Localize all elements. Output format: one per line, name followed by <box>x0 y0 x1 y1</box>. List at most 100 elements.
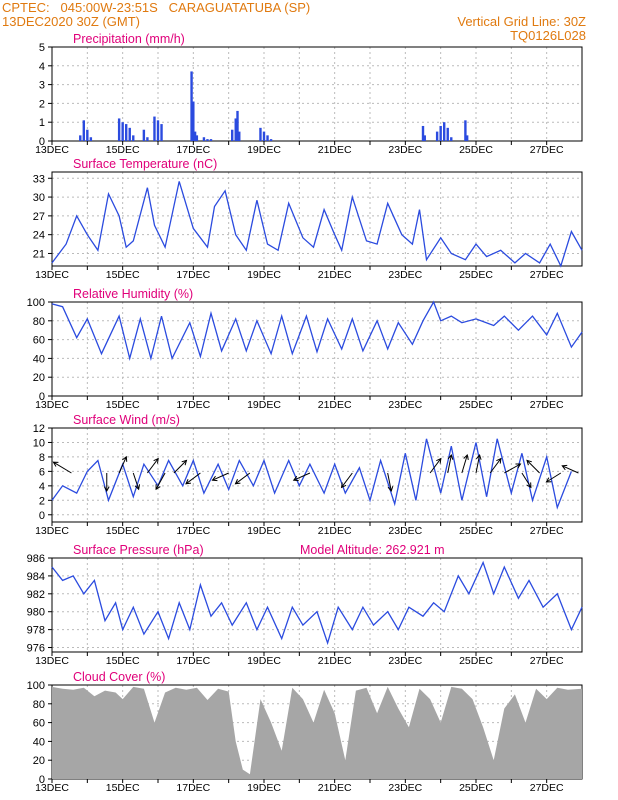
x-tick-label: 21DEC <box>318 144 352 156</box>
precip-bar <box>465 135 469 141</box>
x-tick-label: 27DEC <box>530 269 564 281</box>
x-tick-label: 13DEC <box>35 782 69 794</box>
temp-series-line <box>51 181 583 268</box>
wind-arrowhead <box>52 461 59 467</box>
wind-arrowhead <box>496 457 502 464</box>
x-tick-label: 27DEC <box>530 144 564 156</box>
panel-title: Precipitation (mm/h) <box>73 32 185 46</box>
precip-bar <box>153 116 156 141</box>
wind-arrow <box>341 472 353 488</box>
precip-bar <box>206 139 209 141</box>
x-tick-label: 23DEC <box>388 782 422 794</box>
precip-bar <box>435 131 439 141</box>
panel-frame <box>51 427 583 523</box>
wind-arrowhead <box>526 482 532 489</box>
precip-bar <box>266 135 269 141</box>
wind-arrow <box>475 454 481 474</box>
y-tick-label: 10 <box>33 437 45 449</box>
y-tick-label: 0 <box>39 391 45 403</box>
wind-arrowhead <box>234 479 241 485</box>
panel-title: Relative Humidity (%) <box>73 287 193 301</box>
x-tick-label: 19DEC <box>247 525 281 537</box>
x-tick-label: 23DEC <box>388 144 422 156</box>
y-tick-label: 4 <box>39 61 45 73</box>
precip-bar <box>259 127 262 141</box>
y-tick-label: 0 <box>39 136 45 148</box>
panel-frame <box>51 46 583 142</box>
y-tick-label: 60 <box>33 718 45 730</box>
precip-bar <box>132 135 135 141</box>
x-tick-label: 17DEC <box>176 525 210 537</box>
precip-bar <box>82 120 85 141</box>
wind-arrowhead <box>476 453 482 460</box>
precip-bar <box>209 139 213 141</box>
y-tick-label: 100 <box>27 680 45 692</box>
x-tick-label: 17DEC <box>176 269 210 281</box>
wind-arrowhead <box>103 486 110 493</box>
wind-arrowhead <box>155 484 161 491</box>
x-tick-label: 27DEC <box>530 525 564 537</box>
model-altitude-label: Model Altitude: 262.921 m <box>300 543 445 557</box>
y-tick-label: 5 <box>39 42 45 54</box>
precip-bar <box>202 137 206 141</box>
x-tick-label: 25DEC <box>459 269 493 281</box>
x-tick-label: 15DEC <box>106 269 140 281</box>
precip-bar <box>238 131 241 141</box>
wind-arrowhead <box>387 486 394 493</box>
y-tick-label: 2 <box>39 98 45 110</box>
header-grid-line-note: Vertical Grid Line: 30Z <box>457 14 586 29</box>
y-tick-label: 6 <box>39 466 45 478</box>
y-tick-label: 24 <box>33 230 45 242</box>
x-tick-label: 19DEC <box>247 655 281 667</box>
wind-arrow <box>132 472 140 490</box>
precip-bar <box>421 125 425 141</box>
x-tick-label: 15DEC <box>106 399 140 411</box>
x-tick-label: 19DEC <box>247 782 281 794</box>
panel-frame <box>51 301 583 397</box>
y-tick-label: 21 <box>33 248 45 260</box>
y-tick-label: 980 <box>27 607 45 619</box>
precip-bar <box>160 124 163 141</box>
y-tick-label: 2 <box>39 495 45 507</box>
wind-arrowhead <box>185 479 192 485</box>
header-date-line: 13DEC2020 30Z (GMT) <box>2 14 140 29</box>
x-tick-label: 23DEC <box>388 269 422 281</box>
y-tick-label: 20 <box>33 755 45 767</box>
precip-bar <box>195 135 199 141</box>
precip-bar <box>89 137 93 141</box>
wind-arrow <box>155 472 166 490</box>
x-tick-label: 13DEC <box>35 399 69 411</box>
y-tick-label: 100 <box>27 297 45 309</box>
wind-arrowhead <box>181 459 188 466</box>
precip-bar <box>146 137 149 141</box>
wind-arrow <box>293 472 311 481</box>
y-tick-label: 27 <box>33 211 45 223</box>
panel-title: Cloud Cover (%) <box>73 670 165 684</box>
y-tick-label: 0 <box>39 774 45 786</box>
x-tick-label: 13DEC <box>35 269 69 281</box>
wind-arrow <box>562 465 579 474</box>
wind-arrow <box>173 460 187 474</box>
y-tick-label: 982 <box>27 589 45 601</box>
wind-arrow <box>447 454 452 474</box>
x-tick-label: 25DEC <box>459 399 493 411</box>
y-tick-label: 30 <box>33 192 45 204</box>
y-tick-label: 4 <box>39 481 45 493</box>
rh-series-line <box>51 300 583 361</box>
x-tick-label: 17DEC <box>176 782 210 794</box>
wind-arrow <box>504 463 521 474</box>
x-tick-label: 17DEC <box>176 399 210 411</box>
wind-arrowhead <box>211 475 218 482</box>
wind-arrow <box>53 461 72 474</box>
precip-bar <box>236 110 239 141</box>
precip-bar <box>234 118 237 141</box>
x-tick-label: 23DEC <box>388 399 422 411</box>
x-tick-label: 25DEC <box>459 144 493 156</box>
wind-arrow <box>212 472 229 481</box>
y-tick-label: 40 <box>33 353 45 365</box>
precip-bar <box>125 124 128 141</box>
panel-frame <box>51 171 583 267</box>
x-tick-label: 17DEC <box>176 144 210 156</box>
wind-arrowhead <box>340 482 347 489</box>
